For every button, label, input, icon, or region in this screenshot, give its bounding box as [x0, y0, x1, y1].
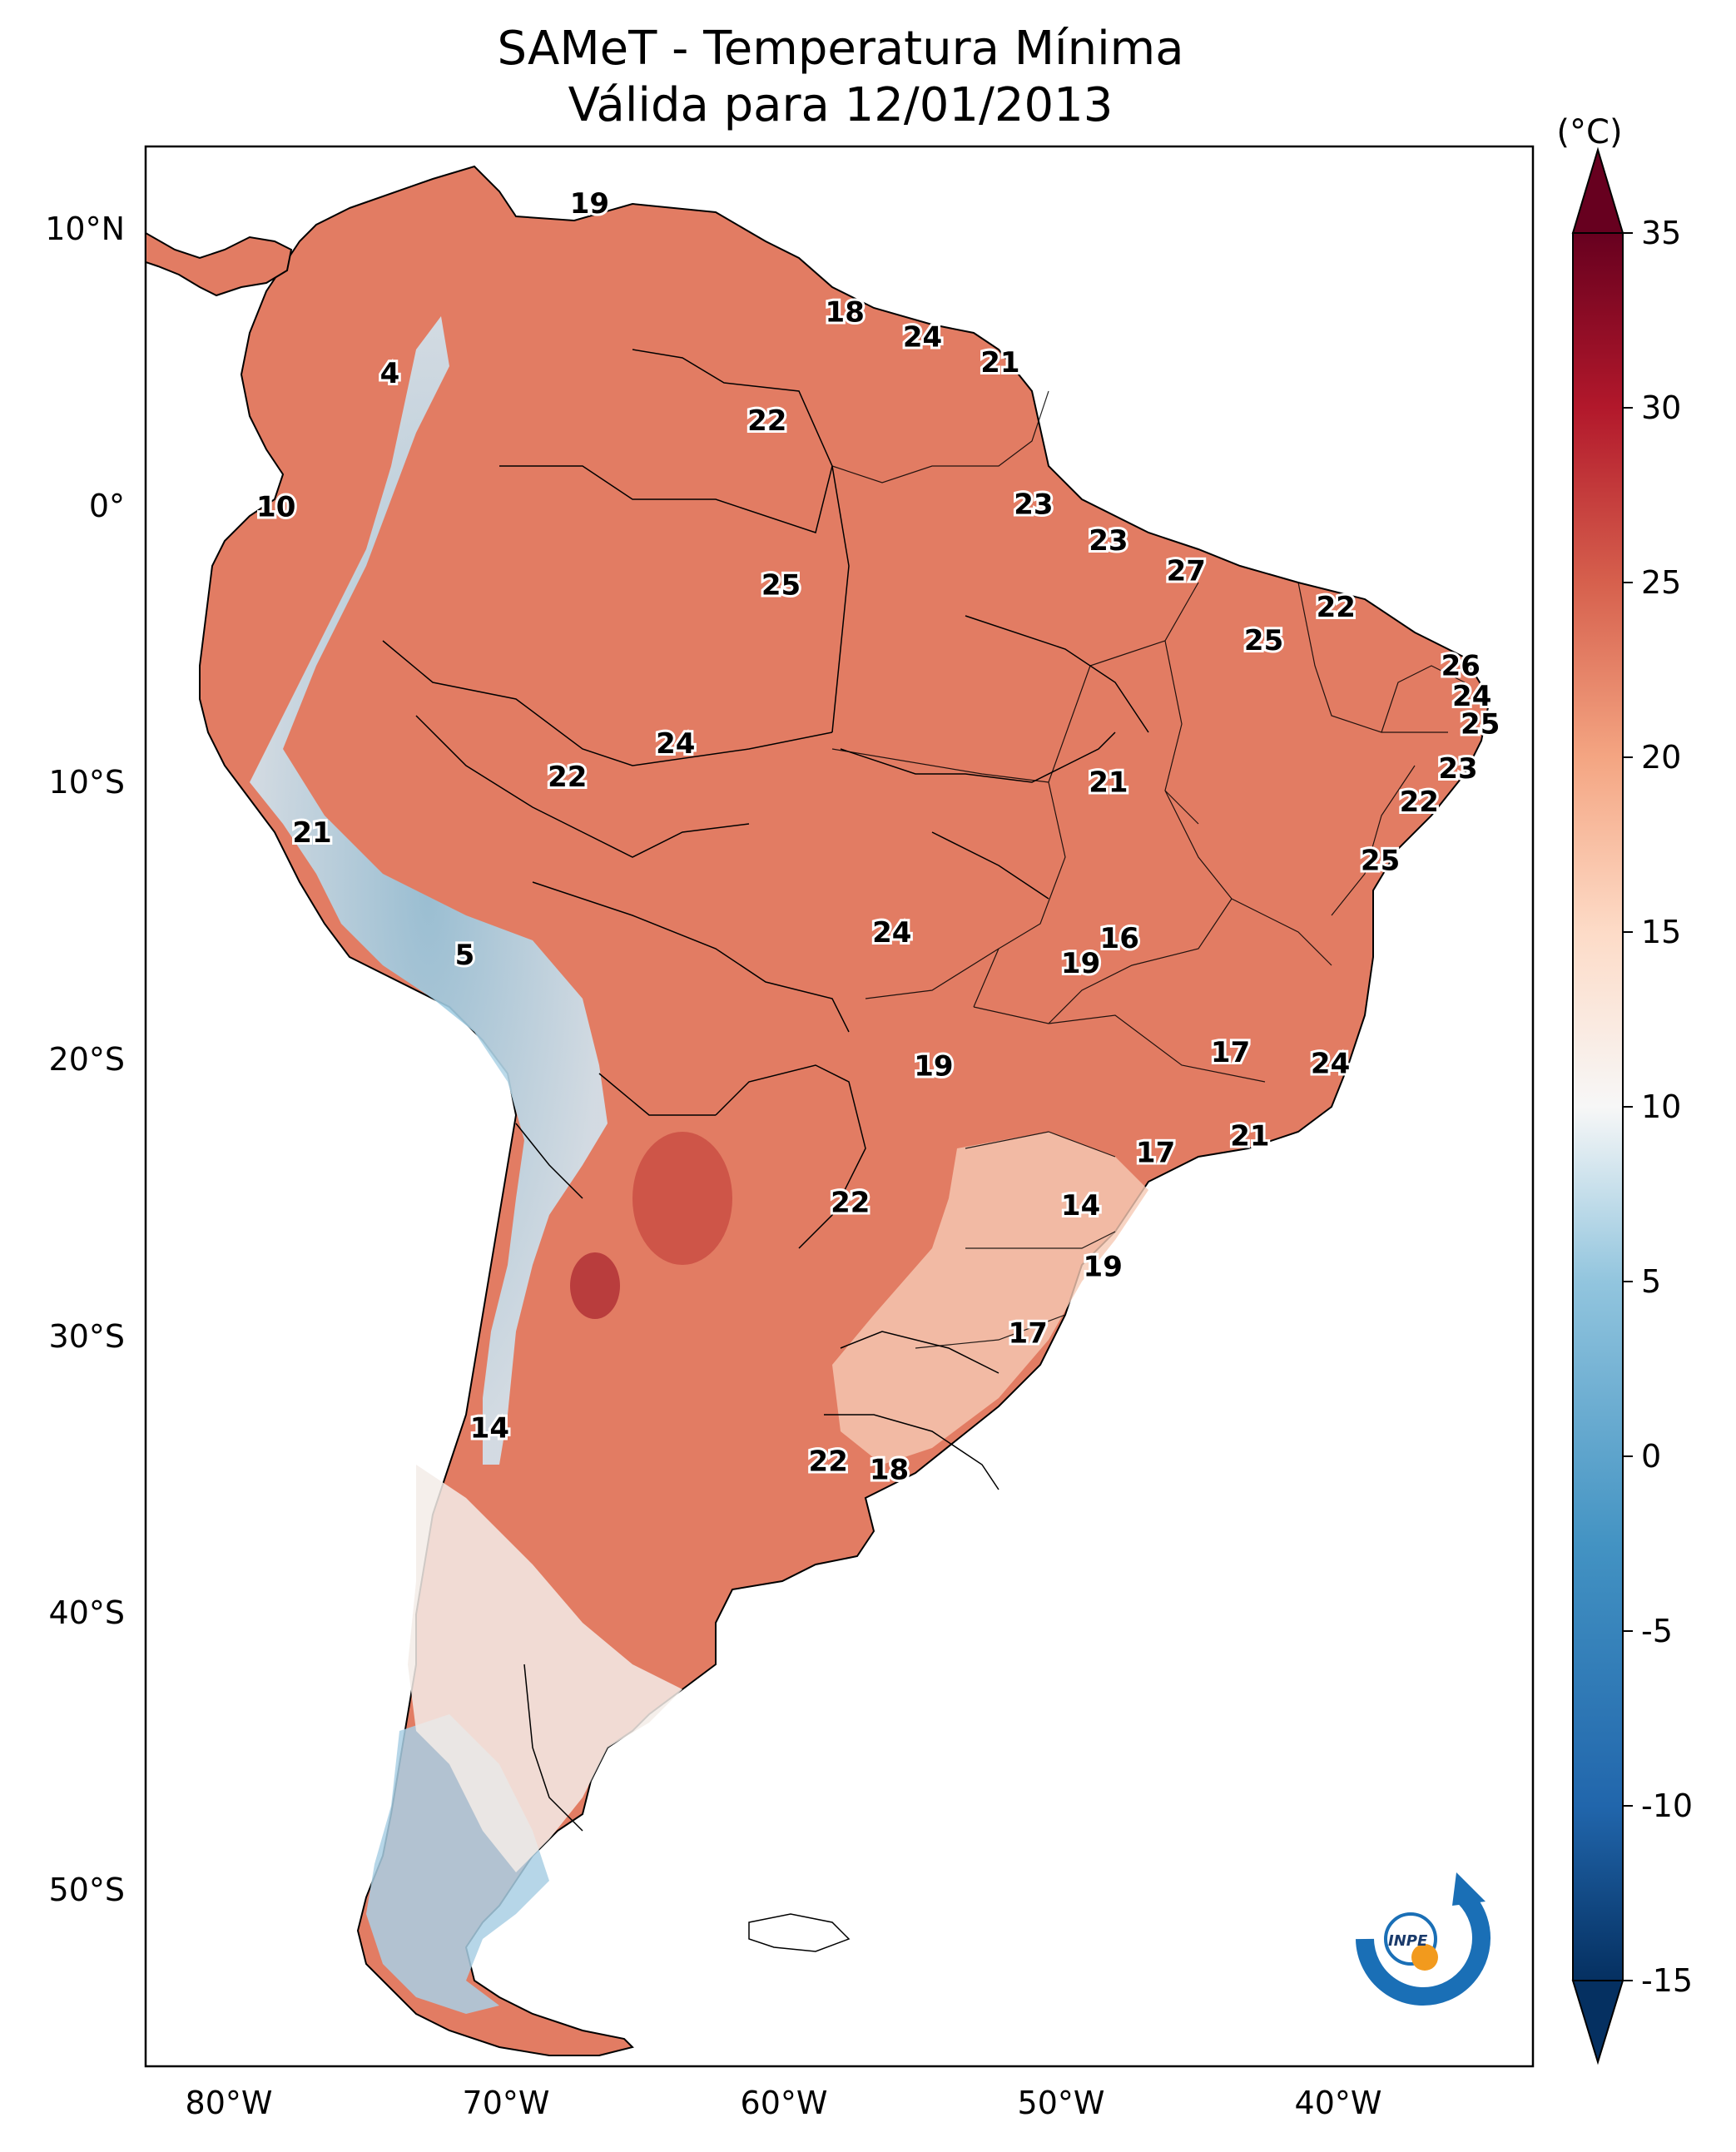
inpe-logo-dot [1411, 1944, 1438, 1971]
colorbar-min-extend [1571, 1980, 1624, 2065]
latitude-axis: 10°N 0° 10°S 20°S 30°S 40°S 50°S [45, 211, 125, 1908]
map-title: SAMeT - Temperatura Mínima [497, 22, 1184, 76]
colorbar-tick-label: 10 [1641, 1088, 1681, 1125]
colorbar-tick-label: -10 [1641, 1788, 1693, 1824]
colorbar-tick-label: 15 [1641, 914, 1681, 950]
lat-tick-label: 20°S [49, 1041, 125, 1078]
lat-tick-label: 0° [89, 488, 125, 524]
station-value-label: 24 [872, 916, 911, 950]
station-value-label: 4 [380, 357, 400, 390]
station-value-label: 18 [826, 296, 865, 330]
colorbar-ticks: 35 30 25 20 15 10 5 0 -5 -10 -15 [1623, 215, 1693, 1999]
lon-tick-label: 50°W [1018, 2085, 1105, 2121]
station-value-label: 25 [1361, 844, 1400, 877]
station-value-label: 19 [1084, 1251, 1123, 1284]
colorbar-tick-label: 35 [1641, 215, 1681, 251]
station-value-label: 23 [1438, 752, 1477, 786]
station-value-label: 23 [1089, 524, 1128, 558]
lat-tick-label: 10°S [49, 764, 125, 801]
southern-mild-region [408, 1465, 682, 1872]
inpe-logo-arrow [1452, 1872, 1486, 1906]
andes-cool-region [250, 316, 608, 1465]
station-value-label: 22 [1400, 786, 1439, 819]
station-value-label: 19 [1061, 947, 1100, 980]
lon-tick-label: 60°W [741, 2085, 828, 2121]
station-value-label: 21 [1230, 1119, 1269, 1153]
station-value-label: 25 [1244, 624, 1283, 657]
station-value-label: 21 [1089, 766, 1128, 800]
inpe-logo-ring [1384, 1912, 1437, 1966]
south-brazil-mild-region [832, 1132, 1148, 1465]
lon-tick-label: 80°W [186, 2085, 273, 2121]
station-value-label: 23 [1014, 488, 1053, 521]
station-value-label: 25 [1461, 708, 1500, 741]
station-value-label: 19 [570, 187, 609, 221]
station-value-label: 5 [455, 939, 475, 972]
station-value-label: 16 [1100, 922, 1139, 955]
station-value-label: 25 [761, 568, 801, 602]
colorbar-unit: (°C) [1556, 113, 1622, 151]
station-value-label: 22 [831, 1187, 870, 1220]
station-value-label: 24 [656, 727, 695, 761]
argentina-hot-spot [570, 1252, 620, 1319]
station-value-label: 17 [1211, 1036, 1250, 1069]
colorbar-tick-label: 25 [1641, 564, 1681, 601]
station-value-label: 24 [1311, 1047, 1350, 1080]
country-borders [382, 349, 1149, 1832]
colorbar-tick-label: 5 [1641, 1263, 1661, 1300]
station-value-label: 22 [548, 761, 587, 794]
inpe-logo: INPE [1356, 1872, 1490, 2006]
station-value-label: 10 [256, 491, 295, 524]
lat-tick-label: 10°N [45, 211, 125, 247]
falkland-islands [748, 1913, 851, 1952]
colorbar-max-extend [1571, 146, 1624, 234]
station-value-label: 27 [1167, 555, 1206, 588]
station-value-label: 14 [1061, 1189, 1100, 1222]
station-value-label: 19 [914, 1050, 953, 1083]
station-value-label: 22 [747, 404, 786, 438]
station-value-label: 14 [470, 1411, 509, 1445]
station-value-label: 17 [1009, 1317, 1048, 1351]
colorbar-tick-label: 30 [1641, 389, 1681, 426]
lon-tick-label: 40°W [1295, 2085, 1382, 2121]
central-america-landmass [146, 231, 293, 297]
colorbar-tick-label: 0 [1641, 1438, 1661, 1475]
colorbar: (°C) 35 30 25 20 15 10 5 0 -5 -10 -15 [1556, 113, 1693, 2065]
station-value-label: 24 [1452, 680, 1491, 713]
lat-tick-label: 50°S [49, 1872, 125, 1908]
colorbar-scale [1572, 232, 1624, 1981]
station-value-label: 22 [809, 1445, 848, 1479]
station-value-label: 17 [1136, 1136, 1175, 1169]
station-value-label: 21 [980, 346, 1019, 379]
station-value-label: 21 [292, 816, 331, 850]
inpe-logo-text: INPE [1388, 1932, 1428, 1950]
colorbar-tick-label: -5 [1641, 1613, 1673, 1649]
lat-tick-label: 30°S [49, 1318, 125, 1355]
inpe-logo-arc [1356, 1891, 1490, 2006]
continent-layer [146, 165, 1491, 2056]
longitude-axis: 80°W 70°W 60°W 50°W 40°W [186, 2085, 1382, 2121]
map-subtitle: Válida para 12/01/2013 [568, 78, 1114, 132]
station-value-label: 18 [870, 1454, 909, 1487]
chaco-hot-region [632, 1132, 732, 1265]
station-value-label: 24 [903, 321, 942, 355]
state-borders [831, 390, 1466, 1349]
station-value-label: 26 [1441, 649, 1481, 682]
station-value-label: 22 [1317, 591, 1356, 624]
colorbar-tick-label: 20 [1641, 739, 1681, 776]
lat-tick-label: 40°S [49, 1594, 125, 1631]
lon-tick-label: 70°W [463, 2085, 550, 2121]
colorbar-tick-label: -15 [1641, 1962, 1693, 1999]
